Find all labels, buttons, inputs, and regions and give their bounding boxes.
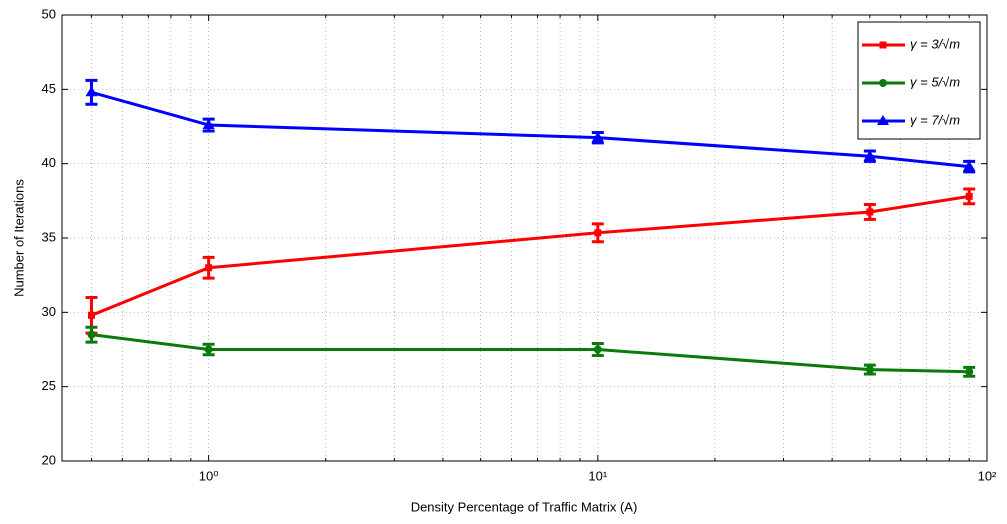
x-tick-label: 10¹ (588, 468, 607, 483)
legend-label: γ = 7/√m (910, 112, 960, 127)
marker (963, 160, 976, 171)
marker (877, 115, 889, 125)
y-tick-label: 50 (42, 6, 56, 21)
marker (87, 311, 95, 319)
marker (205, 264, 213, 272)
legend-label: γ = 3/√m (910, 36, 960, 51)
marker (865, 365, 874, 374)
marker (204, 345, 213, 354)
marker (879, 41, 887, 49)
plot-frame (61, 14, 988, 462)
legend-label: γ = 5/√m (910, 74, 960, 89)
marker (593, 345, 602, 354)
y-tick-label: 25 (42, 378, 56, 393)
y-tick-label: 40 (42, 155, 56, 170)
series-line (90, 194, 970, 317)
marker (866, 208, 874, 216)
y-tick-label: 30 (42, 304, 56, 319)
y-tick-label: 45 (42, 81, 56, 96)
marker (965, 367, 974, 376)
series-line (91, 333, 970, 374)
marker (594, 229, 602, 237)
y-tick-label: 35 (42, 229, 56, 244)
marker (863, 150, 876, 161)
marker (965, 192, 973, 200)
y-axis-label: Number of Iterations (11, 179, 26, 297)
y-tick-label: 20 (42, 452, 56, 467)
marker (87, 330, 96, 339)
series-line (91, 90, 970, 169)
x-tick-label: 10⁰ (199, 468, 219, 483)
marker (879, 79, 887, 87)
x-axis-label: Density Percentage of Traffic Matrix (A) (411, 499, 638, 514)
marker (85, 86, 98, 97)
x-tick-label: 10² (978, 468, 997, 483)
marker (591, 131, 604, 142)
marker (202, 119, 215, 130)
